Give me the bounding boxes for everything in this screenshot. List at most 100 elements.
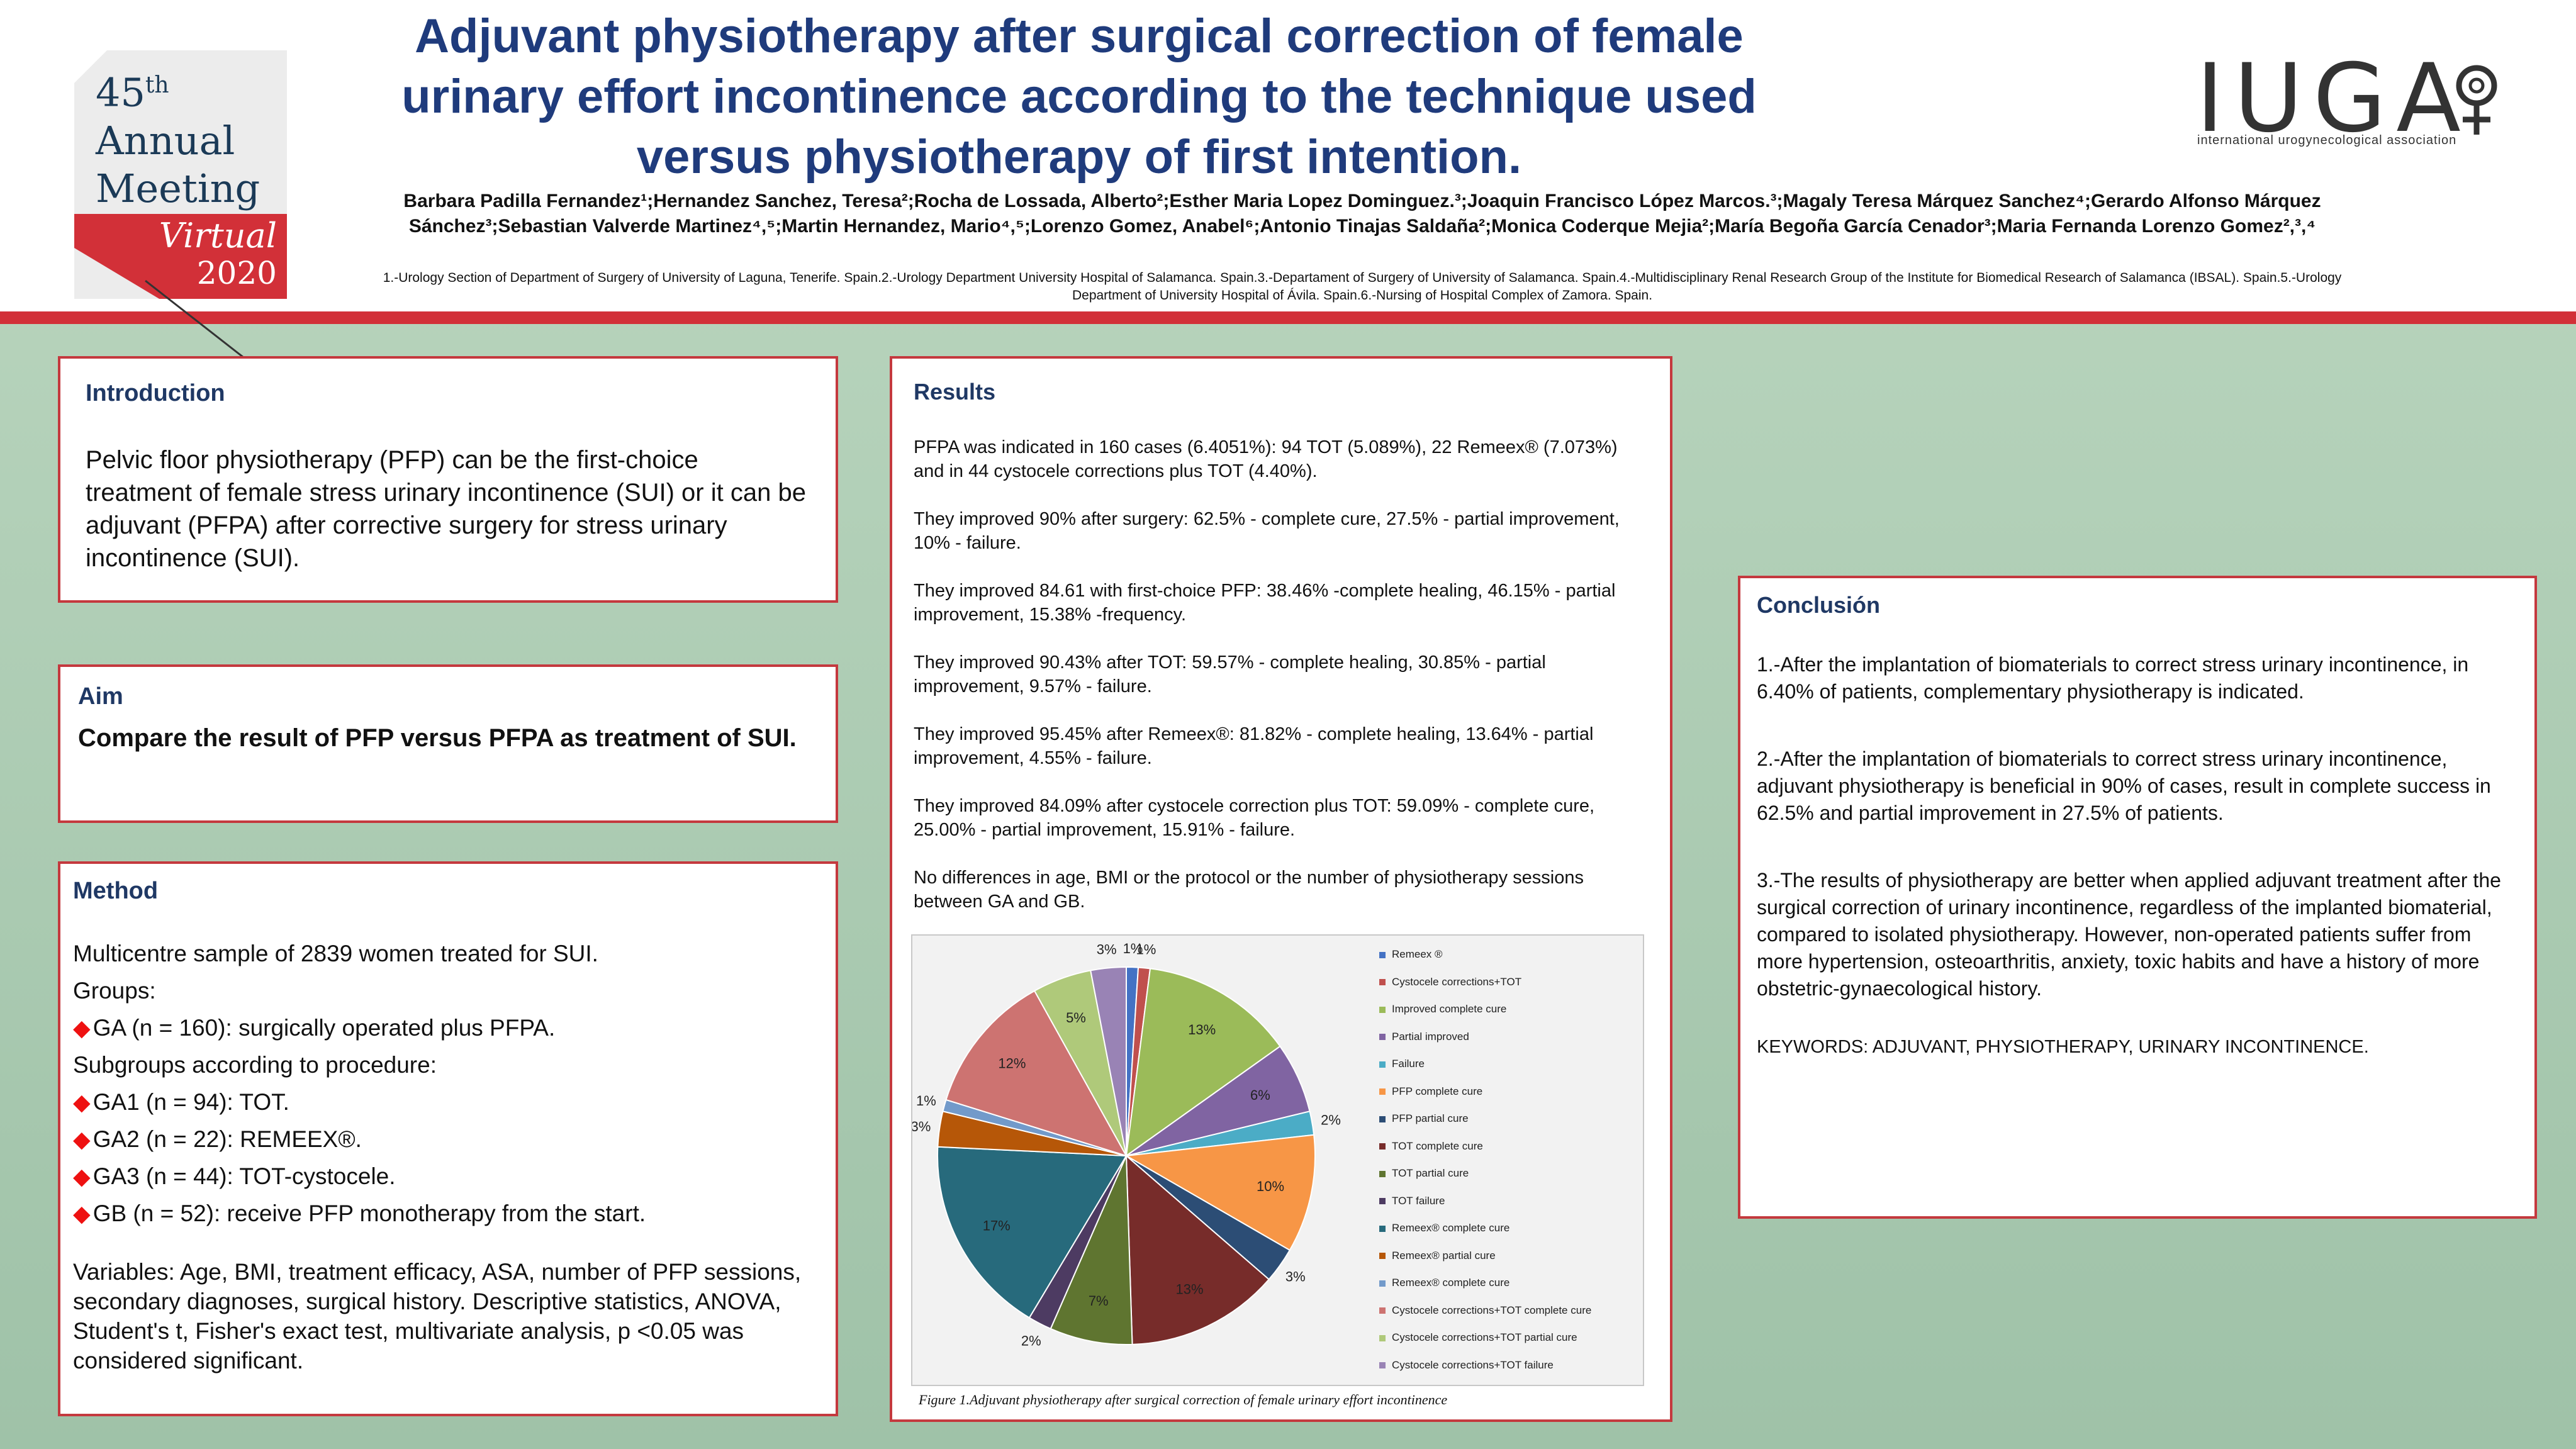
- pie-data-label: 5%: [1066, 1010, 1086, 1026]
- legend-swatch: [1379, 1088, 1386, 1095]
- poster-header: [0, 0, 2576, 313]
- legend-swatch: [1379, 1034, 1386, 1041]
- method-group-gb: ◆ GB (n = 52): receive PFP monotherapy fr…: [73, 1195, 823, 1232]
- legend-swatch: [1379, 951, 1386, 958]
- legend-label: Remeex ®: [1392, 948, 1443, 960]
- legend-label: TOT partial cure: [1392, 1167, 1469, 1179]
- poster-title: Adjuvant physiotherapy after surgical co…: [401, 9, 1757, 184]
- legend-swatch: [1379, 1334, 1386, 1341]
- pie-slice: [1090, 966, 1127, 1156]
- iuga-logo-text: IUGA: [2196, 44, 2471, 154]
- badge-number: 45: [96, 69, 145, 116]
- legend-entry: Cystocele corrections+TOT failure: [1379, 1359, 1554, 1372]
- legend-swatch: [1379, 1061, 1386, 1068]
- pie-slice: [1050, 1155, 1133, 1345]
- legend-entry: Remeex® complete cure: [1379, 1222, 1509, 1234]
- legend-entry: Improved complete cure: [1379, 1003, 1506, 1015]
- legend-label: Cystocele corrections+TOT complete cure: [1392, 1304, 1592, 1316]
- conclusion-paragraph: 3.-The results of physiotherapy are bett…: [1757, 869, 2501, 1000]
- pie-chart-figure: 1% 1% 13% 6% 2% 10% 3% 13% 7% 2% 17% 3% 1% 12% 5% 3% Re…: [911, 934, 1644, 1386]
- method-subgroups-heading: Subgroups according to procedure:: [73, 1052, 437, 1078]
- legend-swatch: [1379, 1225, 1386, 1232]
- badge-meeting-text: 45th Annual Meeting: [96, 62, 284, 213]
- pie-data-label: 10%: [1257, 1178, 1284, 1194]
- method-ga3-text: GA3 (n = 44): TOT-cystocele.: [92, 1163, 396, 1189]
- pie-data-label: 2%: [1321, 1112, 1341, 1128]
- legend-label: Remeex® complete cure: [1392, 1222, 1510, 1234]
- method-group-ga: ◆ GA (n = 160): surgically operated plus …: [73, 1009, 823, 1046]
- legend-entry: Cystocele corrections+TOT: [1379, 976, 1521, 988]
- method-line-groups: Groups:: [73, 978, 156, 1004]
- pie-data-label: 6%: [1250, 1087, 1270, 1103]
- results-paragraph: They improved 84.09% after cystocele cor…: [914, 796, 1595, 840]
- legend-swatch: [1379, 1170, 1386, 1177]
- legend-entry: Partial improved: [1379, 1031, 1469, 1043]
- badge-fold: [74, 50, 107, 83]
- method-body: Multicentre sample of 2839 women treated…: [73, 935, 823, 1375]
- conclusion-paragraph: 2.-After the implantation of biomaterial…: [1757, 747, 2491, 824]
- iuga-logo-subtitle: international urogynecological associati…: [2197, 133, 2457, 147]
- pie-slice: [1125, 1154, 1270, 1345]
- author-list: Barbara Padilla Fernandez¹;Hernandez San…: [403, 191, 2321, 237]
- legend-label: PFP complete cure: [1392, 1085, 1483, 1097]
- results-body: PFPA was indicated in 160 cases (6.4051%…: [914, 435, 1649, 914]
- pie-slice: [1124, 1134, 1316, 1251]
- pie-slice: [1125, 968, 1281, 1158]
- method-heading: Method: [73, 878, 159, 904]
- legend-swatch: [1379, 979, 1386, 986]
- results-paragraph: They improved 90% after surgery: 62.5% -…: [914, 509, 1620, 553]
- female-symbol-icon: [2456, 65, 2497, 135]
- badge-virtual: Virtual: [159, 216, 277, 255]
- legend-swatch: [1379, 1280, 1386, 1287]
- method-group-ga2: ◆ GA2 (n = 22): REMEEX®.: [73, 1121, 823, 1158]
- legend-label: TOT failure: [1392, 1194, 1445, 1207]
- results-paragraph: They improved 84.61 with first-choice PF…: [914, 581, 1616, 625]
- legend-label: Cystocele corrections+TOT partial cure: [1392, 1331, 1577, 1343]
- pie-data-label: 13%: [1176, 1281, 1204, 1297]
- diamond-bullet-icon: ◆: [73, 1163, 91, 1189]
- method-card: Method Multicentre sample of 2839 women …: [58, 861, 838, 1416]
- legend-entry: TOT failure: [1379, 1195, 1445, 1207]
- pie-slice: [937, 1146, 1128, 1319]
- legend-label: Failure: [1392, 1058, 1425, 1070]
- pie-data-label: 13%: [1188, 1022, 1216, 1038]
- aim-card: Aim Compare the result of PFP versus PFP…: [58, 664, 838, 823]
- method-variables: Variables: Age, BMI, treatment efficacy,…: [73, 1259, 802, 1373]
- pie-data-label: 1%: [1123, 941, 1143, 956]
- conclusion-body: 1.-After the implantation of biomaterial…: [1757, 651, 2518, 1061]
- introduction-card: Introduction Pelvic floor physiotherapy …: [58, 356, 838, 603]
- legend-entry: Remeex® partial cure: [1379, 1250, 1496, 1262]
- legend-label: Cystocele corrections+TOT failure: [1392, 1358, 1554, 1371]
- affiliations: 1.-Urology Section of Department of Surg…: [383, 271, 2342, 303]
- legend-swatch: [1379, 1253, 1386, 1260]
- legend-entry: TOT complete cure: [1379, 1140, 1483, 1153]
- results-heading: Results: [914, 379, 996, 405]
- method-line-sample: Multicentre sample of 2839 women treated…: [73, 941, 598, 966]
- conclusion-keywords: KEYWORDS: ADJUVANT, PHYSIOTHERAPY, URINA…: [1757, 1037, 2369, 1057]
- diamond-bullet-icon: ◆: [73, 1200, 91, 1226]
- results-paragraph: They improved 95.45% after Remeex®: 81.8…: [914, 724, 1594, 768]
- pie-data-label: 3%: [1285, 1268, 1306, 1284]
- aim-text: Compare the result of PFP versus PFPA as…: [78, 724, 797, 752]
- pie-data-label: 1%: [916, 1093, 936, 1109]
- legend-swatch: [1379, 1116, 1386, 1122]
- introduction-text: Pelvic floor physiotherapy (PFP) can be …: [86, 446, 806, 572]
- legend-entry: Cystocele corrections+TOT complete cure: [1379, 1304, 1591, 1317]
- pie-chart: 1%1%13%6%2%10%3%13%7%2%17%3%1%12%5%3%: [912, 941, 1341, 1348]
- conclusion-paragraph: 1.-After the implantation of biomaterial…: [1757, 653, 2469, 703]
- legend-entry: Remeex® complete cure: [1379, 1277, 1509, 1289]
- legend-label: Improved complete cure: [1392, 1003, 1507, 1015]
- legend-entry: Failure: [1379, 1058, 1425, 1070]
- conclusion-heading: Conclusión: [1757, 592, 1880, 618]
- legend-label: Partial improved: [1392, 1030, 1469, 1043]
- introduction-heading: Introduction: [86, 380, 225, 406]
- legend-label: Cystocele corrections+TOT: [1392, 975, 1522, 988]
- method-ga2-text: GA2 (n = 22): REMEEX®.: [92, 1126, 362, 1152]
- diamond-bullet-icon: ◆: [73, 1015, 91, 1041]
- legend-entry: Cystocele corrections+TOT partial cure: [1379, 1331, 1577, 1344]
- diamond-bullet-icon: ◆: [73, 1126, 91, 1152]
- results-paragraph: No differences in age, BMI or the protoc…: [914, 868, 1584, 912]
- legend-label: TOT complete cure: [1392, 1139, 1483, 1152]
- results-paragraph: PFPA was indicated in 160 cases (6.4051%…: [914, 437, 1618, 481]
- method-ga1-text: GA1 (n = 94): TOT.: [92, 1089, 289, 1115]
